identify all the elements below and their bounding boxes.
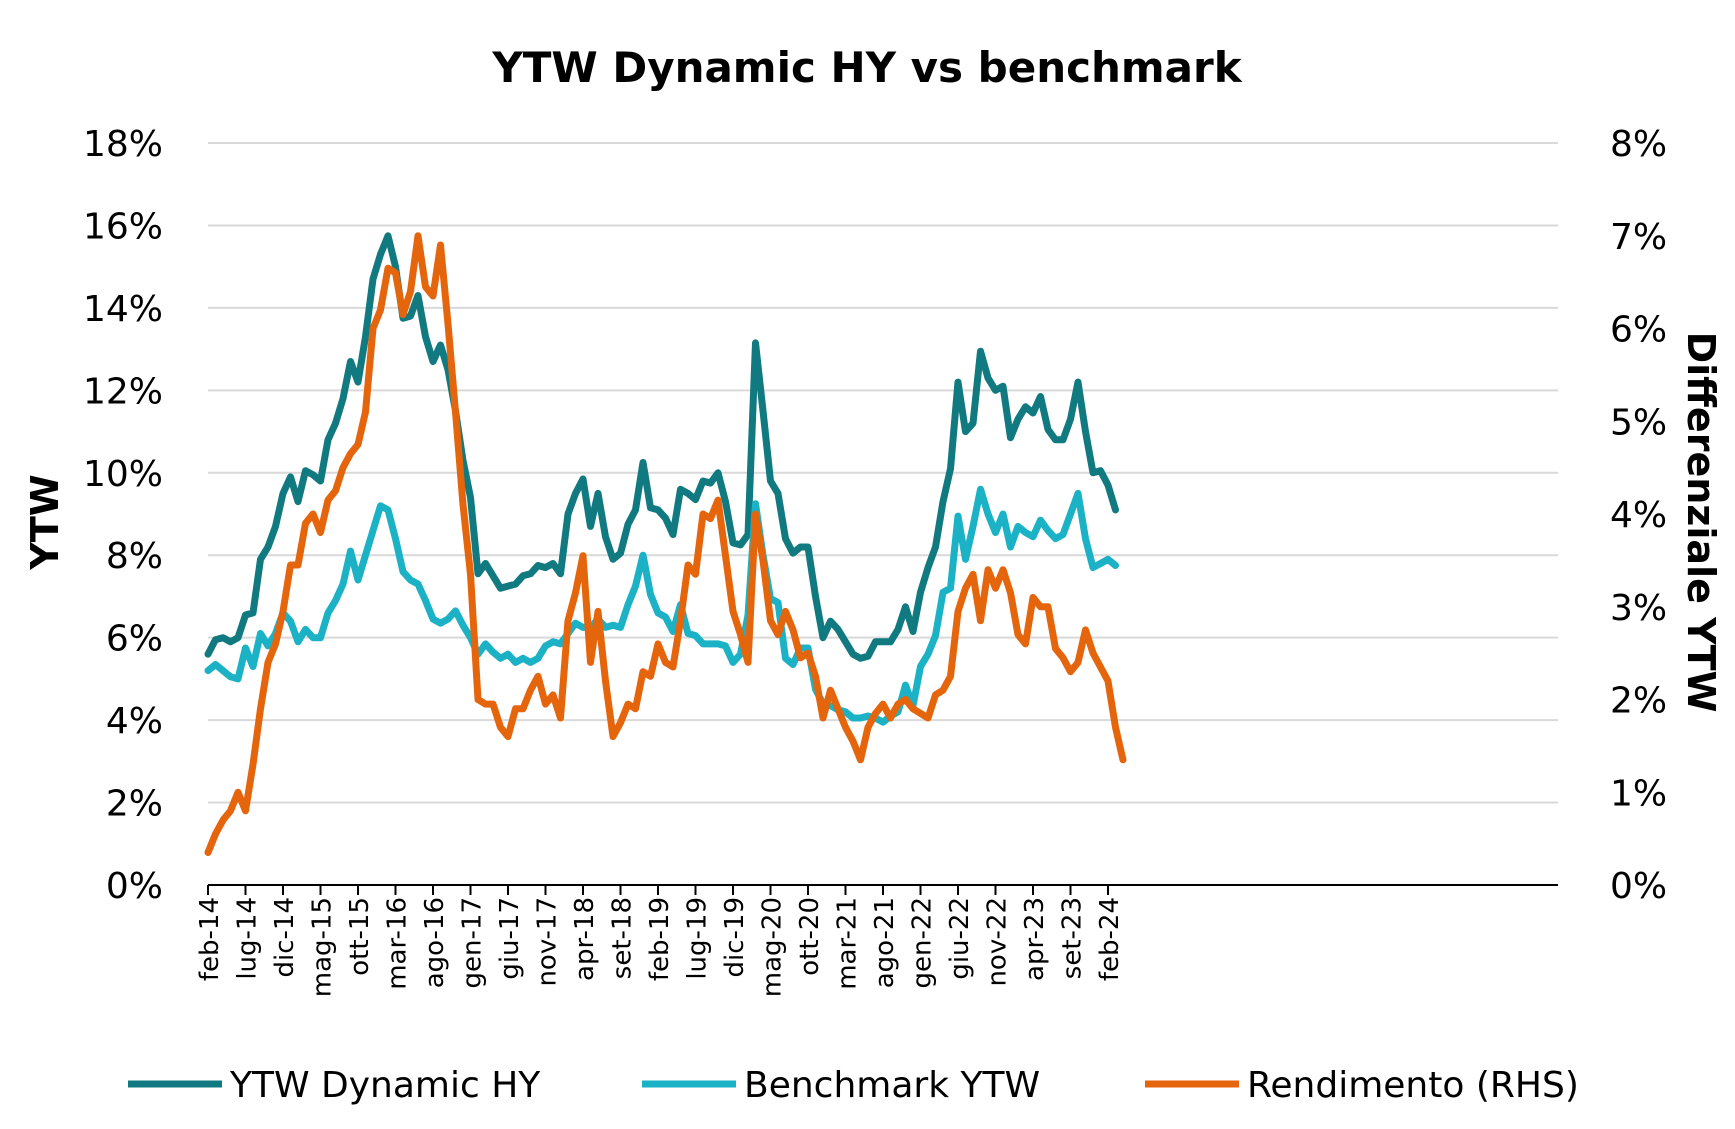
chart-title: YTW Dynamic HY vs benchmark bbox=[491, 43, 1242, 92]
right-axis-label: Differenziale YTW bbox=[1679, 332, 1723, 713]
left-axis-label: YTW bbox=[23, 474, 67, 570]
x-axis-ticks: feb-14 lug-14 dic-14 mag-15 ott-15 mar-16 ago-… bbox=[195, 885, 1125, 997]
x-tick-label: mag-20 bbox=[758, 897, 788, 997]
series-line-rendimento-rhs bbox=[204, 232, 1127, 856]
x-tick-label: feb-19 bbox=[645, 897, 675, 981]
x-tick-label: ago-16 bbox=[420, 897, 450, 988]
series-layer bbox=[204, 232, 1127, 856]
left-tick-label: 18% bbox=[83, 124, 163, 165]
x-tick-label: feb-14 bbox=[195, 897, 225, 981]
x-tick-label: apr-23 bbox=[1020, 897, 1050, 981]
x-tick-label: nov-17 bbox=[533, 897, 563, 987]
right-tick-label: 2% bbox=[1610, 681, 1667, 722]
right-tick-label: 5% bbox=[1610, 402, 1667, 443]
x-tick-label: dic-14 bbox=[270, 897, 300, 978]
right-tick-label: 7% bbox=[1610, 217, 1667, 258]
x-tick-label: mar-21 bbox=[833, 897, 863, 990]
x-tick-label: ott-15 bbox=[345, 897, 375, 976]
x-tick-label: set-18 bbox=[608, 897, 638, 979]
right-axis-ticks: 0% 1% 2% 3% 4% 5% 6% 7% 8% bbox=[1610, 124, 1667, 907]
right-tick-label: 8% bbox=[1610, 124, 1667, 165]
legend-item-rendimento-rhs: Rendimento (RHS) bbox=[1145, 1065, 1579, 1106]
right-tick-label: 1% bbox=[1610, 773, 1667, 814]
x-tick-label: apr-18 bbox=[570, 897, 600, 981]
left-tick-label: 10% bbox=[83, 454, 163, 495]
x-tick-label: set-23 bbox=[1058, 897, 1088, 979]
x-tick-label: dic-19 bbox=[720, 897, 750, 978]
left-tick-label: 14% bbox=[83, 289, 163, 330]
x-tick-label: mar-16 bbox=[383, 897, 413, 990]
x-tick-label: nov-22 bbox=[983, 897, 1013, 987]
x-tick-label: feb-24 bbox=[1095, 897, 1125, 981]
x-tick-label: giu-22 bbox=[945, 897, 975, 980]
legend-item-benchmark-ytw: Benchmark YTW bbox=[642, 1065, 1040, 1106]
left-axis-ticks: 0% 2% 4% 6% 8% 10% 12% 14% 16% 18% bbox=[83, 124, 163, 907]
left-tick-label: 8% bbox=[106, 536, 163, 577]
left-tick-label: 2% bbox=[106, 784, 163, 825]
left-tick-label: 12% bbox=[83, 371, 163, 412]
series-line-benchmark-ytw bbox=[204, 485, 1119, 726]
right-tick-label: 4% bbox=[1610, 495, 1667, 536]
legend-item-ytw-dynamic-hy: YTW Dynamic HY bbox=[128, 1065, 541, 1106]
x-tick-label: lug-19 bbox=[683, 897, 713, 980]
x-tick-label: giu-17 bbox=[495, 897, 525, 980]
x-tick-label: gen-17 bbox=[458, 897, 488, 988]
legend-label-benchmark-ytw: Benchmark YTW bbox=[744, 1065, 1040, 1106]
right-tick-label: 6% bbox=[1610, 310, 1667, 351]
x-tick-label: ago-21 bbox=[870, 897, 900, 988]
gridlines bbox=[208, 142, 1558, 804]
series-line-ytw-dynamic-hy bbox=[204, 232, 1119, 662]
left-tick-label: 0% bbox=[106, 866, 163, 907]
x-tick-label: gen-22 bbox=[908, 897, 938, 988]
x-tick-label: ott-20 bbox=[795, 897, 825, 976]
right-tick-label: 0% bbox=[1610, 866, 1667, 907]
x-tick-label: mag-15 bbox=[308, 897, 338, 997]
left-tick-label: 6% bbox=[106, 619, 163, 660]
x-tick-label: lug-14 bbox=[233, 897, 263, 980]
legend: YTW Dynamic HY Benchmark YTW Rendimento … bbox=[128, 1065, 1579, 1106]
right-tick-label: 3% bbox=[1610, 588, 1667, 629]
legend-label-ytw-dynamic-hy: YTW Dynamic HY bbox=[229, 1065, 541, 1106]
left-tick-label: 16% bbox=[83, 206, 163, 247]
legend-label-rendimento-rhs: Rendimento (RHS) bbox=[1247, 1065, 1579, 1106]
left-tick-label: 4% bbox=[106, 701, 163, 742]
